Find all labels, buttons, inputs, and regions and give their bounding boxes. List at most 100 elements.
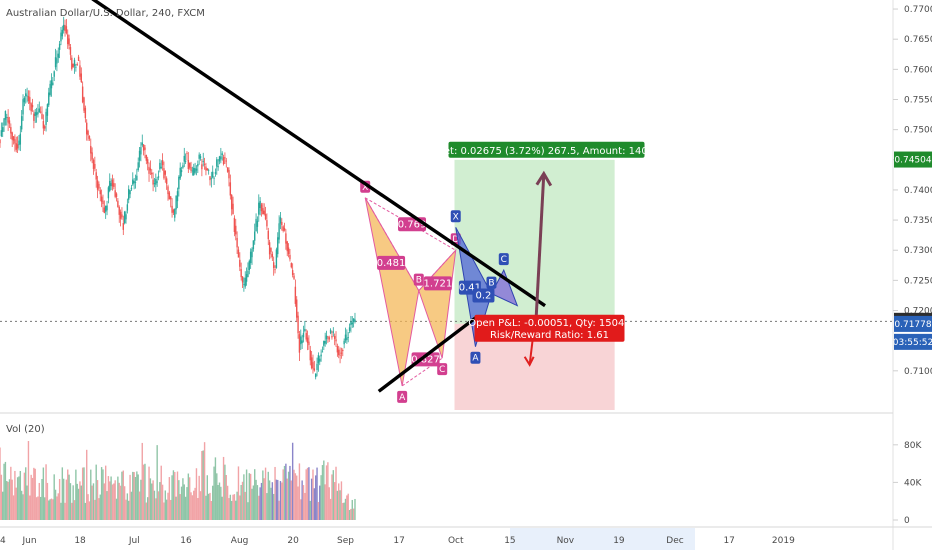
candle-body	[283, 228, 286, 231]
candle-body	[259, 200, 261, 209]
volume-bar	[233, 494, 236, 520]
volume-bar	[68, 474, 70, 520]
candle-body	[235, 225, 237, 235]
candle-body	[258, 202, 260, 215]
volume-bar	[323, 460, 325, 520]
candle-body	[203, 163, 206, 165]
candle-body	[287, 247, 290, 255]
candle-body	[350, 321, 352, 326]
volume-bar	[187, 473, 190, 520]
volume-bar	[286, 478, 288, 520]
volume-bar	[308, 467, 310, 520]
volume-bar	[347, 493, 349, 520]
volume-bar	[254, 469, 256, 520]
volume-bar	[344, 498, 347, 520]
volume-bar	[104, 465, 107, 520]
candle-body	[3, 118, 5, 126]
candle-body	[151, 172, 153, 175]
volume-bar	[278, 500, 280, 520]
price-badge	[894, 315, 932, 332]
price-pane[interactable]	[0, 16, 893, 410]
candle-body	[339, 354, 341, 356]
candle-body	[29, 97, 31, 104]
volume-bar	[96, 480, 99, 520]
candle-body	[111, 179, 114, 187]
candle-body	[194, 168, 196, 173]
blue-point-b-label: B	[488, 279, 494, 289]
candle-body	[37, 111, 39, 115]
volume-bar	[222, 456, 225, 520]
candle-body	[140, 147, 142, 155]
time-axis[interactable]: 14 Jun 18 Jul 16 Aug 20 Sep 17 Oct 15 Nov 19 Dec 17 201…	[0, 526, 932, 550]
volume-bar	[202, 450, 204, 520]
volume-bar	[351, 499, 353, 520]
volume-bar	[212, 485, 214, 520]
price-tick-label: 0.74000	[904, 186, 932, 196]
candle-body	[245, 274, 248, 282]
volume-bar	[268, 480, 271, 520]
volume-bar	[193, 490, 195, 520]
candle-body	[31, 104, 34, 108]
volume-pane[interactable]: 80K 40K 0	[0, 441, 922, 526]
candle-body	[104, 205, 107, 212]
candle-body	[304, 328, 306, 332]
candle-body	[149, 168, 152, 171]
time-tick-label: Nov	[557, 536, 575, 546]
candle-body	[64, 24, 66, 32]
volume-bar	[237, 466, 240, 520]
volume-bar	[27, 441, 30, 520]
volume-bar	[102, 469, 104, 520]
volume-bar	[58, 479, 61, 520]
candle-body	[229, 182, 232, 196]
candle-body	[270, 247, 272, 252]
ratio-label: 0.827	[411, 354, 440, 365]
volume-bar	[86, 449, 88, 520]
candle-body	[248, 260, 251, 271]
candle-body	[110, 183, 112, 187]
blue-ratio-label: 0.41	[459, 283, 481, 294]
volume-bar	[270, 487, 272, 520]
volume-bar	[140, 479, 142, 520]
volume-bar	[264, 467, 267, 520]
time-tick-label: 2019	[772, 536, 795, 546]
volume-bar	[141, 442, 143, 520]
candle-body	[123, 211, 126, 224]
ratio-label: 0.481	[377, 258, 406, 269]
volume-bar	[312, 469, 314, 520]
volume-bar	[111, 484, 114, 520]
volume-bar	[161, 484, 164, 520]
volume-bar	[248, 473, 251, 520]
volume-bar	[15, 487, 17, 520]
candle-body	[69, 47, 72, 55]
price-tick-label: 0.73500	[904, 216, 932, 226]
price-tick-label: 0.71000	[904, 367, 932, 377]
price-axis[interactable]: 0.77000 0.76500 0.76000 0.75500 0.75000 0.745…	[892, 0, 932, 550]
candle-body	[281, 221, 283, 225]
price-tick-label: 0.76500	[904, 35, 932, 45]
time-axis-highlight	[510, 528, 695, 550]
volume-bar	[191, 495, 194, 520]
volume-bar	[224, 464, 226, 520]
volume-bar	[29, 495, 31, 520]
volume-tick-label: 40K	[904, 478, 922, 488]
candle-body	[220, 156, 222, 160]
volume-bar	[45, 464, 47, 520]
candle-body	[324, 341, 326, 344]
volume-bar	[188, 477, 191, 520]
candle-body	[156, 181, 158, 183]
candle-body	[4, 111, 7, 120]
candle-body	[19, 133, 22, 145]
candle-body	[144, 147, 146, 150]
volume-bar	[80, 485, 82, 520]
volume-bar	[229, 494, 232, 520]
time-tick-label: 19	[613, 536, 625, 546]
volume-bar	[84, 502, 87, 520]
volume-bar	[327, 462, 329, 520]
candle-body	[351, 322, 353, 325]
candle-body	[148, 166, 150, 174]
volume-bar	[172, 470, 175, 520]
candle-body	[49, 83, 51, 95]
price-badge	[894, 151, 932, 168]
